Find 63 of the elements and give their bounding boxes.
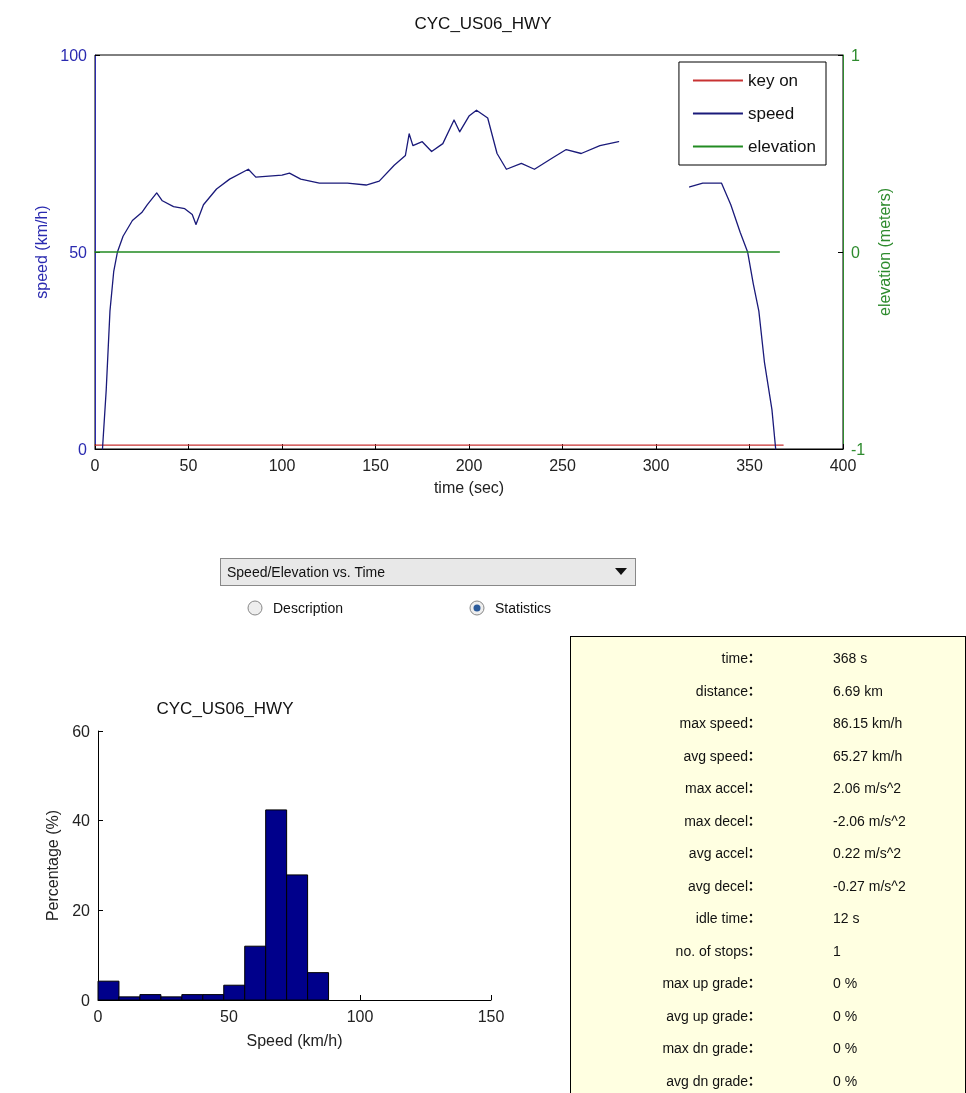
x-tick-label: 100: [346, 1007, 374, 1025]
category-label: avg up grade: [666, 1007, 748, 1024]
chart-title: CYC_US06_HWY: [414, 14, 552, 33]
y-tick-label: 50: [69, 243, 88, 261]
text: 65.27 km/h: [833, 747, 903, 764]
text: 12 s: [833, 910, 860, 926]
y2-tick-label: 1: [851, 46, 860, 64]
y2-tick-label: 0: [851, 243, 860, 261]
category-label: avg accel: [688, 845, 748, 861]
text: 368 s: [833, 650, 868, 666]
legend-label: speed: [747, 104, 795, 123]
x-tick-label: 150: [362, 456, 389, 474]
category-label: max decel: [684, 812, 748, 829]
y-tick-label: 60: [72, 722, 91, 740]
category-label: no. of stops: [675, 942, 748, 959]
category-label: avg speed: [683, 747, 748, 764]
dropdown-field: Speed/Elevation vs. Time: [220, 558, 636, 586]
legend-label: elevation: [747, 137, 817, 156]
y-axis-title: Percentage (%): [43, 809, 61, 922]
category-label: distance: [695, 682, 748, 699]
text: Description: [273, 600, 344, 616]
y-tick-label: 100: [60, 46, 88, 64]
category-label: avg dn grade: [666, 1072, 748, 1089]
y-tick-label: 40: [72, 812, 91, 830]
chart-title: CYC_US06_HWY: [156, 699, 294, 718]
text: 0.22 m/s^2: [833, 845, 902, 861]
x-axis-title: time (sec): [433, 478, 505, 496]
category-label: avg decel: [688, 877, 748, 894]
x-tick-label: 300: [642, 456, 670, 474]
x-tick-label: 350: [736, 456, 763, 474]
text: 2.06 m/s^2: [833, 780, 902, 796]
text: -0.27 m/s^2: [833, 877, 906, 894]
text: 0 %: [833, 1040, 858, 1056]
text: -2.06 m/s^2: [833, 812, 906, 829]
text: 6.69 km: [833, 682, 883, 699]
text: Statistics: [495, 600, 552, 616]
x-tick-label: 150: [477, 1007, 505, 1025]
category-label: max dn grade: [662, 1040, 748, 1056]
x-tick-label: 200: [455, 456, 483, 474]
x-tick-label: 250: [549, 456, 576, 474]
text: 1: [833, 942, 841, 959]
text: 0 %: [833, 975, 858, 991]
category-label: max up grade: [662, 975, 748, 991]
y2-axis-title: elevation (meters): [875, 187, 893, 317]
category-label: max speed: [679, 715, 748, 731]
category-label: idle time: [695, 910, 748, 926]
y-tick-label: 20: [72, 901, 91, 919]
text: 0 %: [833, 1007, 858, 1024]
y2-tick-label: -1: [851, 440, 866, 458]
x-tick-label: 50: [220, 1007, 238, 1025]
x-axis-title: Speed (km/h): [246, 1031, 343, 1049]
y-tick-label: 0: [81, 991, 91, 1009]
text: 0 %: [833, 1072, 858, 1089]
x-tick-label: 100: [268, 456, 296, 474]
category-label: time: [721, 650, 748, 666]
text: 86.15 km/h: [833, 715, 903, 731]
category-label: max accel: [684, 780, 748, 796]
y-tick-label: 0: [78, 440, 88, 458]
legend-label: key on: [747, 71, 799, 90]
x-tick-label: 0: [93, 1007, 103, 1025]
x-tick-label: 400: [829, 456, 857, 474]
x-tick-label: 50: [179, 456, 198, 474]
y-axis-title: speed (km/h): [32, 205, 50, 299]
